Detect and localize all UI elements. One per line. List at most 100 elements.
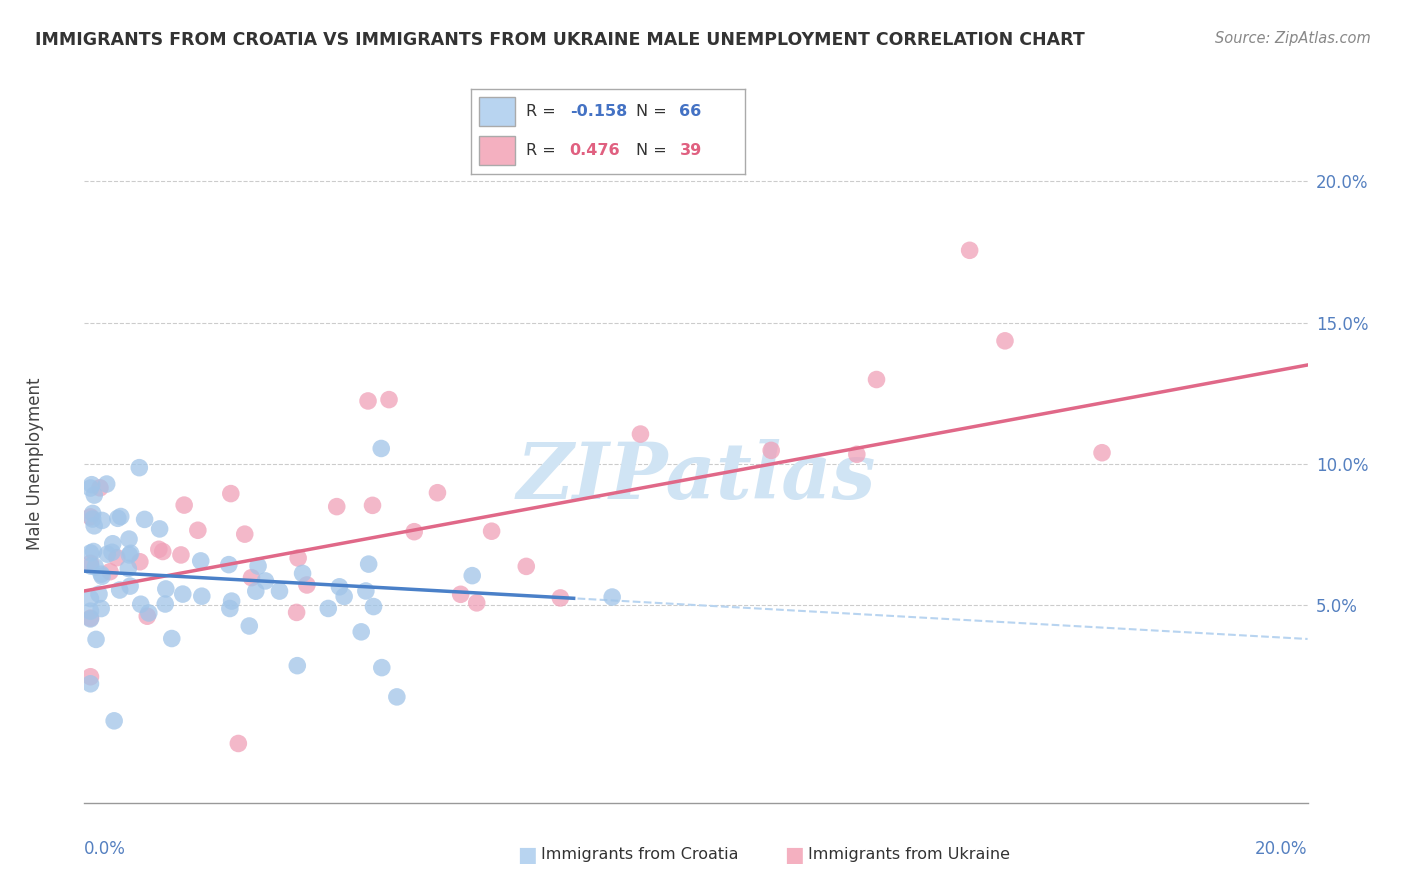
Point [285,606,308,620]
Text: 20.0%: 20.0% [1256,839,1308,857]
Point [515,559,537,574]
Text: 39: 39 [679,143,702,158]
Point [238,619,260,633]
Point [91,513,114,527]
Text: N =: N = [636,104,672,120]
Point [138,606,160,620]
Point [101,545,124,559]
Point [172,587,194,601]
Point [173,498,195,512]
Point [600,590,623,604]
Text: 0.476: 0.476 [569,143,620,158]
Text: IMMIGRANTS FROM CROATIA VS IMMIGRANTS FROM UKRAINE MALE UNEMPLOYMENT CORRELATION: IMMIGRANTS FROM CROATIA VS IMMIGRANTS FR… [35,31,1085,49]
Text: N =: N = [636,143,672,158]
Point [295,578,318,592]
Point [152,544,174,558]
Point [959,244,981,258]
Point [79,677,101,691]
Point [107,511,129,525]
Point [108,582,131,597]
Point [118,532,141,546]
Point [79,591,101,606]
Point [191,589,214,603]
Point [333,590,356,604]
Point [450,587,472,601]
Point [190,554,212,568]
Point [118,548,141,562]
Point [761,443,783,458]
Point [160,632,183,646]
Text: Male Unemployment: Male Unemployment [27,377,45,550]
Point [465,596,488,610]
Point [83,544,105,558]
Point [254,574,277,588]
Point [84,559,107,574]
Point [79,556,101,570]
Point [87,587,110,601]
Point [120,579,142,593]
Point [149,522,172,536]
Point [91,569,114,583]
Point [378,392,401,407]
Point [128,460,150,475]
Point [117,561,139,575]
Point [134,512,156,526]
Text: Source: ZipAtlas.com: Source: ZipAtlas.com [1215,31,1371,46]
Text: ZIPatlas: ZIPatlas [516,439,876,516]
Point [357,557,380,571]
Point [79,612,101,626]
Point [79,670,101,684]
Point [101,537,124,551]
Point [89,481,111,495]
Point [287,551,309,566]
Point [245,584,267,599]
Point [103,714,125,728]
Point [155,597,177,611]
Point [136,609,159,624]
Point [110,509,132,524]
Point [247,559,270,574]
Text: 66: 66 [679,104,702,120]
Point [218,558,240,572]
Point [221,594,243,608]
Point [326,500,349,514]
Point [426,485,449,500]
Point [148,542,170,557]
Point [461,568,484,582]
Point [240,571,263,585]
Point [350,624,373,639]
Point [370,442,392,456]
Point [96,477,118,491]
Point [83,518,105,533]
Text: ■: ■ [785,845,804,864]
Point [98,565,121,579]
Point [105,550,128,565]
Point [187,523,209,537]
Point [218,601,240,615]
Point [90,567,112,582]
FancyBboxPatch shape [479,136,515,165]
Point [269,584,291,599]
Point [82,507,104,521]
Point [80,477,103,491]
Point [865,372,887,386]
Point [1091,446,1114,460]
Point [994,334,1017,348]
Point [79,604,101,618]
Point [83,488,105,502]
Point [371,660,394,674]
Point [90,601,112,615]
Point [79,546,101,560]
Point [630,427,652,442]
Point [82,512,104,526]
Point [845,447,868,461]
Point [170,548,193,562]
Text: Immigrants from Ukraine: Immigrants from Ukraine [808,847,1011,862]
Point [404,524,426,539]
Text: R =: R = [526,143,561,158]
Point [233,527,256,541]
Point [129,597,152,611]
Point [316,601,339,615]
Text: 0.0%: 0.0% [84,839,127,857]
Point [79,509,101,524]
